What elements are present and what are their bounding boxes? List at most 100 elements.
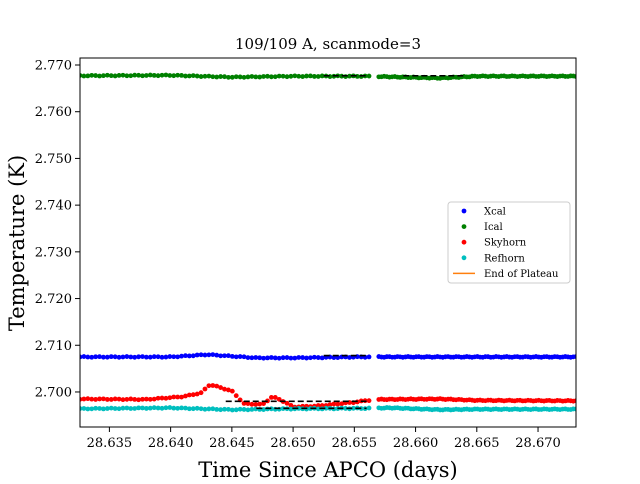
data-point xyxy=(167,395,173,401)
x-tick-label: 28.655 xyxy=(332,436,378,451)
data-point xyxy=(573,354,576,359)
data-point xyxy=(136,405,141,411)
data-point xyxy=(124,405,130,411)
data-point xyxy=(253,402,259,407)
data-point xyxy=(218,353,224,359)
data-point xyxy=(183,73,188,79)
data-point xyxy=(140,396,145,402)
y-tick-label: 2.720 xyxy=(35,292,72,307)
data-point xyxy=(222,353,227,359)
data-point xyxy=(81,354,87,359)
data-point xyxy=(186,406,192,412)
data-point xyxy=(155,405,161,411)
data-point xyxy=(175,72,181,78)
data-point xyxy=(249,355,255,361)
data-point xyxy=(311,354,317,360)
data-point xyxy=(128,406,134,411)
series-ical xyxy=(80,72,576,81)
plot-inner xyxy=(80,72,576,413)
data-point xyxy=(85,73,91,79)
data-point xyxy=(300,355,306,360)
data-point xyxy=(280,406,286,412)
data-point xyxy=(104,406,110,411)
data-point xyxy=(366,405,372,411)
data-point xyxy=(108,397,114,402)
data-point xyxy=(120,397,126,403)
data-point xyxy=(319,73,325,79)
data-point xyxy=(89,72,95,78)
data-point xyxy=(257,74,263,80)
data-point xyxy=(233,354,239,360)
legend: Xcal Ical Skyhorn Refhorn End of Plateau xyxy=(447,201,571,284)
data-point xyxy=(136,72,141,78)
data-point xyxy=(261,407,266,412)
data-point xyxy=(140,405,145,411)
data-point xyxy=(237,406,243,412)
data-point xyxy=(144,396,149,402)
data-point xyxy=(253,355,259,360)
data-point xyxy=(132,354,138,360)
data-point xyxy=(147,396,153,402)
data-point xyxy=(81,406,87,411)
data-point xyxy=(229,74,235,80)
data-point xyxy=(214,383,220,389)
data-point xyxy=(89,396,95,402)
data-point xyxy=(245,407,251,413)
data-point xyxy=(276,73,282,79)
data-point xyxy=(214,74,220,80)
data-point xyxy=(116,354,122,360)
data-point xyxy=(296,355,302,360)
data-point xyxy=(136,354,141,360)
data-point xyxy=(241,407,247,412)
data-point xyxy=(124,396,130,402)
data-point xyxy=(315,355,321,360)
x-axis-label: Time Since APCO (days) xyxy=(198,458,457,480)
data-point xyxy=(159,395,165,401)
data-point xyxy=(101,396,106,402)
data-point xyxy=(218,407,224,413)
data-point xyxy=(280,73,286,79)
data-point xyxy=(108,73,114,79)
data-point xyxy=(233,407,239,413)
data-point xyxy=(272,355,278,361)
legend-marker-ical xyxy=(461,224,467,230)
data-point xyxy=(198,390,204,396)
data-point xyxy=(245,401,251,406)
data-point xyxy=(124,73,130,79)
data-point xyxy=(284,400,290,406)
data-point xyxy=(190,406,196,412)
data-point xyxy=(335,355,341,360)
data-point xyxy=(331,355,337,360)
axes: 28.635 28.640 28.645 28.650 28.655 28.660 28.6… xyxy=(35,57,577,451)
data-point xyxy=(97,406,102,411)
data-point xyxy=(179,394,184,400)
data-point xyxy=(222,74,227,80)
data-point xyxy=(147,354,153,360)
data-point xyxy=(108,354,114,360)
data-point xyxy=(241,354,247,360)
data-point xyxy=(186,353,192,359)
x-tick-label: 28.645 xyxy=(209,436,255,451)
data-point xyxy=(81,73,87,79)
data-point xyxy=(167,73,173,78)
data-point xyxy=(120,354,126,360)
data-point xyxy=(155,354,161,360)
data-point xyxy=(136,397,141,403)
data-point xyxy=(229,407,235,413)
data-point xyxy=(253,74,259,80)
data-point xyxy=(171,394,177,400)
data-point xyxy=(190,73,196,79)
data-point xyxy=(116,396,122,402)
data-point xyxy=(292,73,298,79)
data-point xyxy=(194,391,200,397)
data-point xyxy=(257,401,263,407)
data-point xyxy=(226,387,231,393)
data-point xyxy=(280,355,286,361)
data-point xyxy=(128,396,134,402)
data-point xyxy=(257,355,263,361)
data-point xyxy=(241,400,247,406)
data-point xyxy=(144,354,149,360)
data-point xyxy=(85,396,91,402)
data-point xyxy=(245,74,251,80)
